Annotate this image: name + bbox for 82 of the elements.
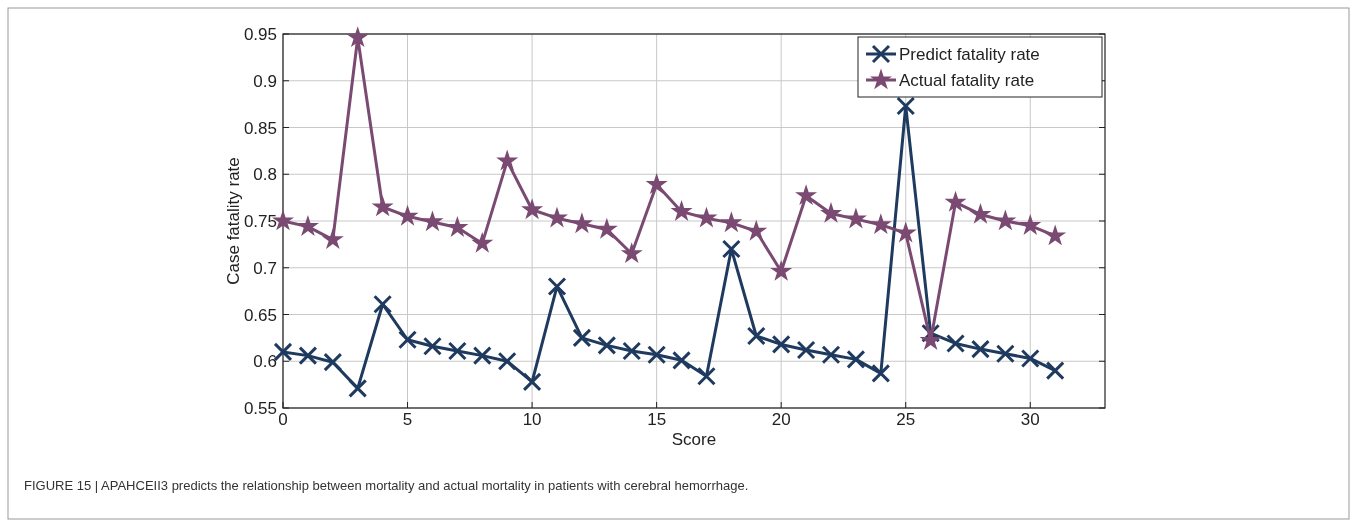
point xyxy=(796,340,816,360)
point xyxy=(572,328,592,348)
point xyxy=(546,206,568,228)
point xyxy=(597,335,617,355)
point xyxy=(421,210,444,232)
point xyxy=(570,212,593,234)
point xyxy=(894,221,917,243)
y-tick-label: 0.8 xyxy=(253,165,277,185)
point xyxy=(896,96,916,116)
point xyxy=(296,215,319,236)
point xyxy=(547,276,567,296)
point xyxy=(447,341,467,361)
point xyxy=(721,239,741,259)
point xyxy=(846,349,866,369)
point xyxy=(645,172,668,194)
point xyxy=(472,346,492,366)
point xyxy=(871,363,891,383)
x-tick-label: 30 xyxy=(1020,410,1040,429)
legend-label: Actual fatality rate xyxy=(899,71,1035,90)
y-tick-label: 0.85 xyxy=(243,118,277,138)
x-tick-label: 10 xyxy=(522,410,542,429)
y-tick-label: 0.65 xyxy=(243,305,277,325)
point xyxy=(946,333,966,353)
point xyxy=(771,334,791,354)
x-tick-label: 5 xyxy=(402,410,413,429)
point xyxy=(944,190,967,212)
point xyxy=(622,341,642,361)
point xyxy=(821,345,841,365)
point xyxy=(1019,214,1042,236)
y-tick-label: 0.55 xyxy=(243,399,277,418)
point xyxy=(321,228,344,250)
point xyxy=(670,200,693,221)
y-tick-label: 0.6 xyxy=(253,352,277,372)
y-tick-label: 0.75 xyxy=(243,212,277,231)
point xyxy=(422,336,442,356)
point xyxy=(471,231,494,253)
y-tick-label: 0.7 xyxy=(253,258,277,278)
point xyxy=(496,149,519,171)
point xyxy=(346,26,369,48)
y-tick-label: 0.9 xyxy=(253,71,277,91)
point xyxy=(919,329,942,351)
x-tick-label: 20 xyxy=(771,410,791,429)
point xyxy=(348,378,368,398)
point xyxy=(522,372,542,392)
x-tick-label: 25 xyxy=(896,410,916,429)
point xyxy=(398,330,418,350)
point xyxy=(746,326,766,346)
point xyxy=(1044,224,1067,246)
point xyxy=(869,213,892,235)
point xyxy=(720,211,743,233)
x-tick-label: 15 xyxy=(647,410,667,429)
point xyxy=(844,207,867,229)
point xyxy=(371,195,394,217)
y-tick-label: 0.95 xyxy=(243,25,277,44)
point xyxy=(770,259,793,281)
x-tick-label: 0 xyxy=(278,410,288,429)
point xyxy=(323,352,343,372)
point xyxy=(745,219,768,241)
y-axis-title: Case fatality rate xyxy=(224,157,243,285)
point xyxy=(396,204,419,226)
point xyxy=(1045,361,1065,381)
point xyxy=(373,294,393,314)
point xyxy=(820,201,842,223)
point xyxy=(969,202,992,224)
point xyxy=(647,345,667,365)
point xyxy=(696,366,716,386)
point xyxy=(620,242,643,264)
point xyxy=(672,350,692,370)
point xyxy=(595,217,618,239)
point xyxy=(446,215,469,237)
point xyxy=(298,346,318,366)
x-axis-title: Score xyxy=(671,430,717,449)
point xyxy=(795,184,818,206)
caption: FIGURE 15 | APAHCEII3 predicts the relationship between mortality and actual mortality in patients with cerebral hemorrhage. xyxy=(24,478,749,493)
point xyxy=(995,344,1015,364)
point xyxy=(695,206,718,228)
point xyxy=(521,198,544,220)
point xyxy=(970,339,990,359)
point xyxy=(497,351,517,371)
point xyxy=(1020,348,1040,368)
legend-label: Predict fatality rate xyxy=(899,45,1040,64)
point xyxy=(994,209,1017,231)
